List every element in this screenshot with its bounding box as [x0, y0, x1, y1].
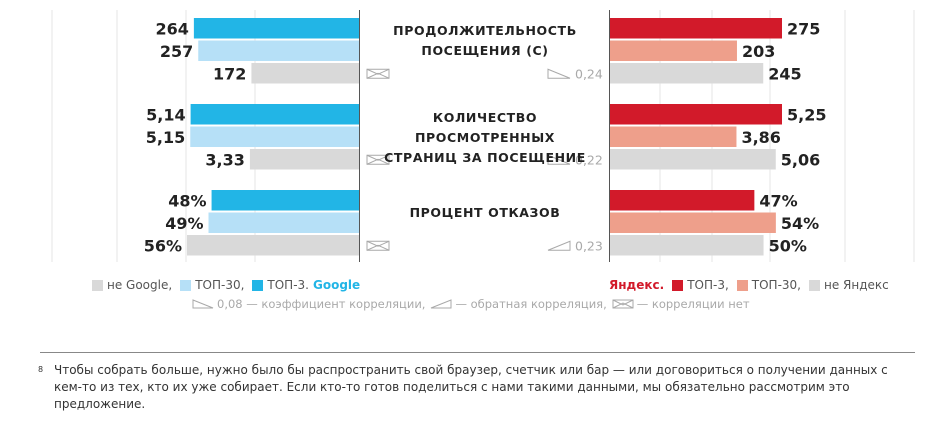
group-title-pages: КОЛИЧЕСТВО ПРОСМОТРЕННЫХ СТРАНИЦ ЗА ПОСЕ…	[365, 108, 605, 168]
google-bar-top30	[208, 212, 359, 233]
correlation-value: 0,22	[575, 152, 603, 167]
no-correlation-icon	[366, 154, 390, 161]
no-correlation-icon	[366, 68, 390, 75]
correlation-value: 0,24	[575, 66, 603, 81]
legend-label-yandex-top30: ТОП-30,	[751, 278, 801, 292]
google-value-label: 264	[155, 19, 188, 38]
google-value-label: 56%	[144, 236, 182, 255]
direct-correlation-icon	[547, 154, 571, 165]
google-bar-top3	[211, 190, 359, 211]
google-value-label: 49%	[165, 214, 203, 233]
footnote-divider	[40, 352, 915, 353]
legend-swatch-not-google	[92, 279, 103, 291]
correlation-value: 0,23	[575, 238, 603, 253]
legend-brand-yandex: Яндекс.	[609, 278, 665, 292]
google-bar-top3	[190, 104, 359, 125]
legend-label-google-top3: ТОП-3.	[267, 278, 309, 292]
yandex-bar-top30	[610, 126, 737, 147]
yandex-bar-other	[610, 63, 764, 84]
google-value-label: 5,15	[146, 128, 185, 147]
group-title-line: ПОСЕЩЕНИЯ (С)	[421, 43, 549, 58]
legend-label-not-google: не Google,	[107, 278, 173, 292]
legend-swatch-not-yandex	[808, 279, 820, 291]
group-title-line: СТРАНИЦ ЗА ПОСЕЩЕНИЕ	[384, 150, 586, 165]
corr-legend-none: — корреляции нет	[636, 297, 750, 311]
legend-swatch-google-top3	[252, 279, 264, 291]
bar-chart: 264 257 172 275 203 245 0,24 5,14 5,15 3,33 5,25 3,…	[51, 10, 915, 262]
corr-legend-direct: 0,08 — коэффициент корреляции,	[217, 297, 426, 311]
yandex-value-label: 54%	[781, 214, 819, 233]
group-title-bounce: ПРОЦЕНТ ОТКАЗОВ	[365, 203, 605, 223]
google-bar-top30	[198, 40, 359, 61]
legend-label-yandex-top3: ТОП-3,	[687, 278, 729, 292]
yandex-bar-top30	[610, 40, 737, 61]
legend-yandex: Яндекс. ТОП-3, ТОП-30, не Яндекс	[609, 276, 889, 294]
google-bar-other	[187, 235, 359, 256]
google-bar-top3	[193, 18, 359, 39]
yandex-bar-top3	[610, 18, 782, 39]
google-value-label: 172	[213, 64, 246, 83]
yandex-value-label: 5,25	[787, 105, 826, 124]
yandex-value-label: 5,06	[781, 150, 820, 169]
google-bar-other	[249, 149, 359, 170]
group-title-duration: ПРОДОЛЖИТЕЛЬНОСТЬ ПОСЕЩЕНИЯ (С)	[365, 21, 605, 61]
yandex-value-label: 47%	[759, 191, 797, 210]
no-correlation-icon	[366, 158, 390, 165]
inverse-correlation-icon	[547, 240, 571, 251]
yandex-bar-top3	[610, 190, 755, 211]
google-value-label: 3,33	[205, 150, 244, 169]
group-title-line: ПРОДОЛЖИТЕЛЬНОСТЬ	[393, 23, 577, 38]
footnote-text: Чтобы собрать больше, нужно было бы расп…	[54, 363, 888, 411]
yandex-bar-top30	[610, 212, 776, 233]
legend-swatch-yandex-top30	[736, 279, 748, 291]
no-correlation-icon	[366, 244, 390, 251]
yandex-value-label: 203	[742, 42, 775, 61]
no-correlation-icon	[366, 72, 390, 79]
yandex-bar-other	[610, 149, 776, 170]
footnote: 8 Чтобы собрать больше, нужно было бы ра…	[38, 362, 918, 413]
direct-correlation-icon	[192, 299, 214, 309]
inverse-correlation-icon	[431, 299, 452, 309]
legend-label-not-yandex: не Яндекс	[823, 278, 889, 292]
legend-google: не Google, ТОП-30, ТОП-3. Google	[84, 276, 360, 294]
yandex-value-label: 50%	[769, 236, 807, 255]
corr-legend-inverse: — обратная корреляция,	[455, 297, 607, 311]
yandex-value-label: 245	[768, 64, 801, 83]
legend-swatch-yandex-top3	[672, 279, 684, 291]
google-bar-top30	[190, 126, 359, 147]
yandex-value-label: 3,86	[741, 128, 780, 147]
no-correlation-icon	[366, 240, 390, 247]
correlation-legend: 0,08 — коэффициент корреляции, — обратна…	[192, 297, 792, 311]
google-value-label: 48%	[168, 191, 206, 210]
legend-label-google-top30: ТОП-30,	[195, 278, 245, 292]
google-bar-other	[251, 63, 359, 84]
legend-brand-google: Google	[312, 278, 361, 292]
google-value-label: 257	[160, 42, 193, 61]
yandex-bar-top3	[610, 104, 782, 125]
direct-correlation-icon	[547, 68, 571, 79]
legend-swatch-google-top30	[180, 279, 192, 291]
group-title-line: КОЛИЧЕСТВО ПРОСМОТРЕННЫХ	[414, 110, 556, 145]
yandex-value-label: 275	[787, 19, 820, 38]
group-title-line: ПРОЦЕНТ ОТКАЗОВ	[409, 205, 561, 220]
footnote-marker: 8	[38, 365, 44, 374]
yandex-bar-other	[610, 235, 764, 256]
no-correlation-icon	[612, 299, 634, 309]
google-value-label: 5,14	[146, 105, 185, 124]
